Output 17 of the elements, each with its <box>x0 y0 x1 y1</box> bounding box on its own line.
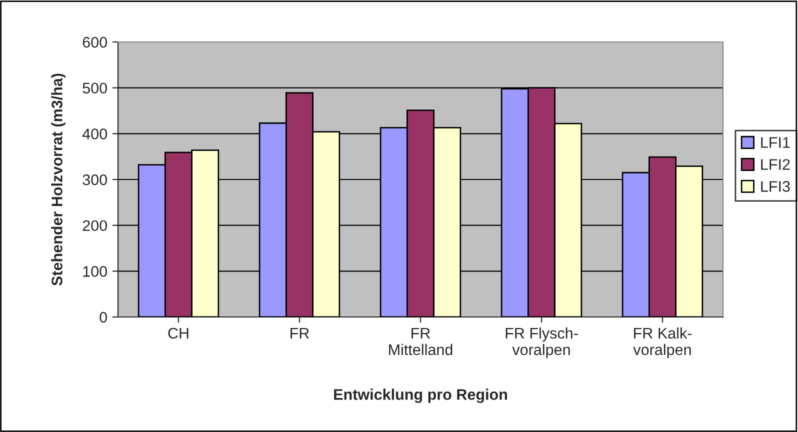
y-tick-label: 500 <box>82 82 107 94</box>
y-tick-label: 600 <box>82 36 107 48</box>
y-tick-label: 0 <box>100 312 107 323</box>
y-tick-label: 100 <box>83 266 107 277</box>
y-tick-label: 400 <box>82 128 107 140</box>
x-tick-label: FR <box>290 328 309 338</box>
x-axis-title: Entwicklung pro Region <box>334 388 507 403</box>
x-tick-label: FR Kalk- voralpen <box>633 327 692 358</box>
y-tick-label: 300 <box>82 174 107 186</box>
legend-label: LFI3 <box>761 181 790 192</box>
x-tick-label: CH <box>168 328 188 339</box>
legend-label: LFI2 <box>761 159 790 170</box>
x-tick-label: FR Flysch- voralpen <box>506 327 578 358</box>
y-axis-title: Stehender Holzvorrat (m3/ha) <box>51 74 66 286</box>
legend-label: LFI1 <box>761 137 790 148</box>
x-tick-label: FR Mittelland <box>389 328 452 356</box>
y-tick-label: 200 <box>82 220 107 232</box>
